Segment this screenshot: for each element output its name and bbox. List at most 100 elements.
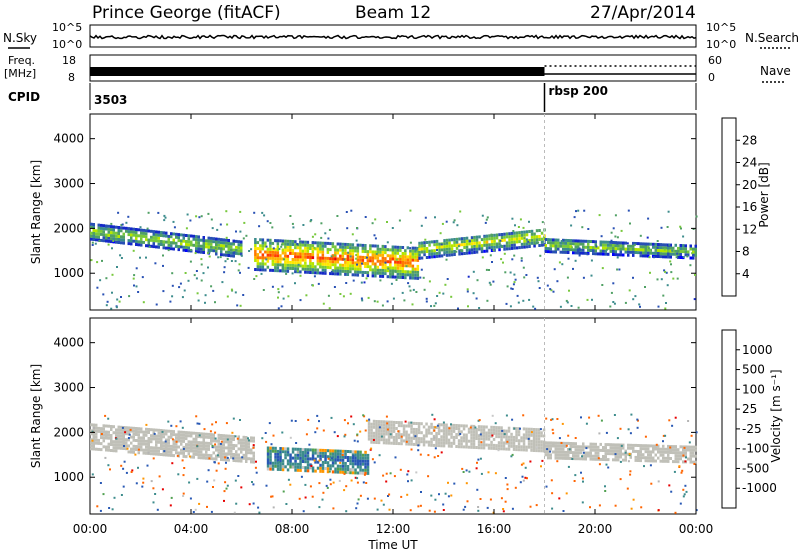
velocity-scatter-cell	[285, 503, 288, 505]
velocity-cell	[480, 431, 483, 435]
velocity-cell	[574, 454, 577, 458]
velocity-cell	[212, 439, 215, 443]
power-cell	[266, 256, 270, 260]
power-cell	[361, 273, 365, 277]
power-cell	[291, 258, 295, 261]
velocity-cell	[314, 460, 317, 464]
velocity-scatter-cell	[141, 485, 144, 488]
power-cell	[187, 237, 190, 241]
velocity-cell	[344, 461, 347, 465]
power-scatter-cell	[522, 299, 525, 302]
power-cell	[510, 240, 514, 244]
velocity-cell	[185, 443, 188, 447]
velocity-scatter-cell	[399, 468, 402, 471]
power-scatter-cell	[327, 237, 330, 240]
power-cell	[379, 268, 382, 272]
velocity-cell	[137, 445, 140, 449]
power-cell	[107, 230, 110, 234]
velocity-cell	[517, 442, 521, 446]
velocity-cell	[227, 458, 230, 462]
power-cell	[102, 230, 105, 234]
power-cell	[97, 232, 100, 236]
velocity-cell	[165, 441, 168, 445]
velocity-scatter-cell	[91, 473, 94, 476]
power-cell	[339, 248, 342, 252]
power-cell	[331, 257, 335, 261]
velocity-cell	[422, 434, 426, 438]
velocity-cell	[619, 455, 622, 459]
power-cell	[498, 233, 501, 237]
velocity-cell	[366, 468, 370, 472]
power-scatter-cell	[492, 280, 495, 283]
power-cell	[341, 257, 345, 261]
velocity-cell	[359, 450, 362, 454]
power-scatter-cell	[352, 279, 355, 282]
power-cell	[157, 230, 160, 234]
velocity-scatter-cell	[289, 436, 292, 439]
velocity-cell	[175, 445, 178, 449]
power-cell	[366, 253, 370, 257]
velocity-cell	[505, 429, 508, 433]
power-scatter-cell	[472, 270, 475, 273]
power-cell	[182, 245, 185, 249]
velocity-scatter-cell	[506, 483, 509, 486]
power-colorbar-tick-label: 24	[742, 156, 757, 170]
power-cell	[339, 254, 342, 258]
power-scatter-cell	[675, 256, 678, 259]
power-cell	[95, 238, 98, 242]
velocity-scatter-cell	[690, 434, 693, 437]
power-scatter-cell	[169, 300, 172, 303]
power-cell	[607, 240, 610, 244]
velocity-cell	[584, 451, 587, 455]
power-cell	[582, 248, 585, 252]
power-cell	[90, 237, 93, 241]
velocity-cell	[674, 457, 677, 461]
velocity-scatter-cell	[252, 446, 255, 449]
power-cell	[351, 243, 355, 247]
velocity-cell	[245, 439, 248, 442]
power-scatter-cell	[436, 295, 439, 297]
velocity-cell	[609, 452, 612, 456]
velocity-cell	[395, 427, 398, 430]
power-cell	[473, 241, 476, 245]
velocity-cell	[395, 433, 398, 436]
velocity-scatter-cell	[198, 434, 201, 437]
velocity-cell	[205, 444, 208, 448]
velocity-cell	[172, 445, 175, 449]
velocity-cell	[522, 436, 526, 440]
power-cell	[470, 251, 474, 255]
power-cell	[399, 266, 402, 270]
power-scatter-cell	[118, 300, 121, 303]
velocity-scatter-cell	[511, 507, 514, 510]
power-cell	[172, 232, 175, 236]
velocity-cell	[497, 432, 501, 436]
power-cell	[279, 269, 282, 273]
power-cell	[152, 242, 155, 246]
velocity-cell	[247, 445, 250, 449]
power-scatter-cell	[164, 216, 167, 219]
power-scatter-cell	[376, 300, 379, 303]
power-cell	[381, 256, 385, 260]
velocity-cell	[331, 470, 335, 474]
velocity-cell	[482, 443, 486, 447]
power-cell	[356, 246, 360, 250]
power-scatter-cell	[543, 236, 546, 239]
velocity-cell	[487, 443, 491, 447]
power-cell	[374, 244, 377, 248]
velocity-scatter-cell	[556, 418, 559, 420]
velocity-scatter-cell	[350, 479, 353, 482]
power-scatter-cell	[172, 220, 175, 223]
power-scatter-cell	[408, 285, 411, 288]
velocity-cell	[92, 432, 95, 436]
power-cell	[227, 242, 230, 245]
power-cell	[597, 252, 600, 256]
power-cell	[349, 261, 352, 265]
power-cell	[122, 235, 125, 239]
power-cell	[316, 271, 320, 275]
velocity-cell	[387, 438, 391, 442]
power-cell	[259, 247, 262, 251]
velocity-cell	[247, 457, 250, 461]
velocity-cell	[185, 449, 188, 453]
power-cell	[399, 245, 402, 249]
velocity-cell	[507, 429, 511, 433]
